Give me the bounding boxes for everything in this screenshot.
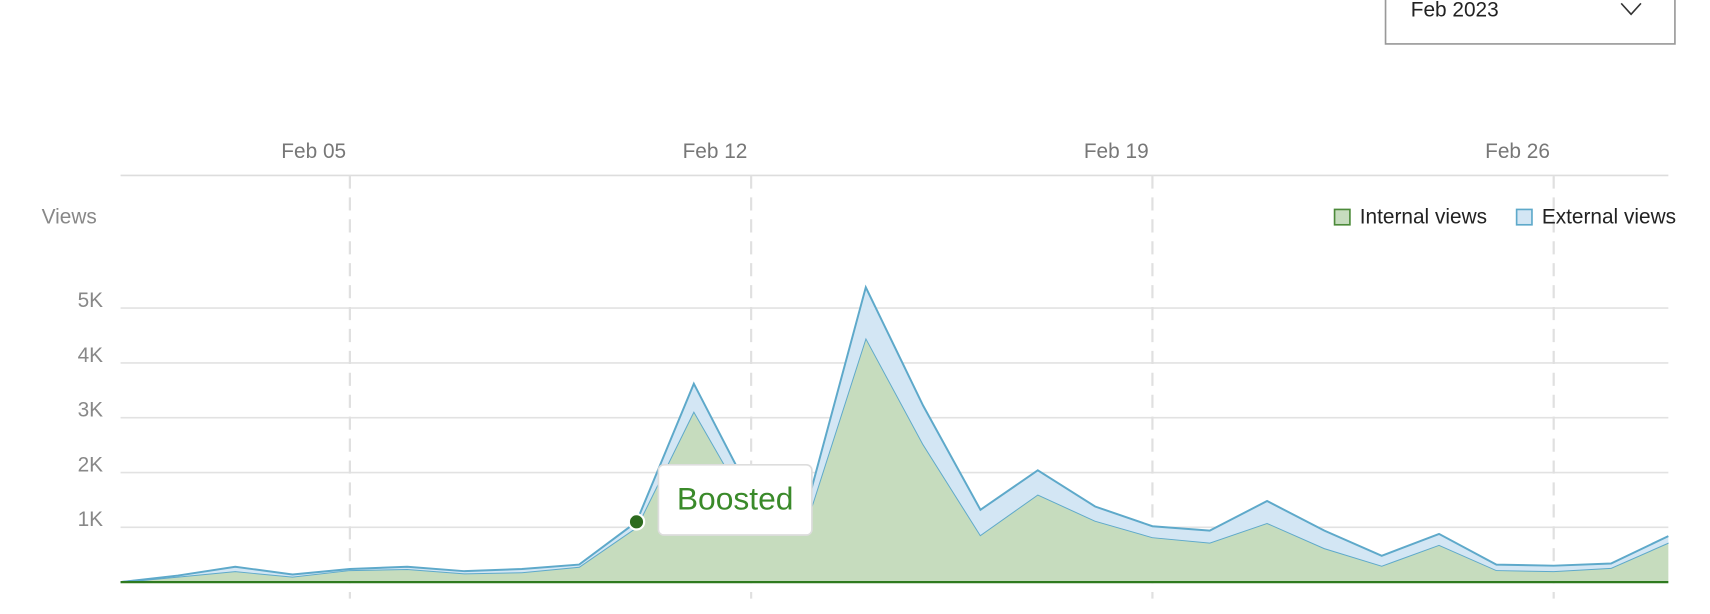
dropdown[interactable]: Feb 2023 — [1384, 0, 1676, 45]
annotation-box — [657, 464, 813, 536]
legend-label: External views — [1542, 206, 1676, 229]
x-tick-label: Feb 19 — [1084, 140, 1149, 163]
y-axis-label: Views — [42, 206, 97, 229]
y-tick-label: 2K — [78, 453, 104, 476]
annotation-label: Boosted — [677, 480, 794, 516]
x-tick-label: Feb 05 — [281, 140, 346, 163]
dropdown-arrow[interactable] — [1620, 2, 1642, 16]
legend-swatch — [1333, 208, 1351, 226]
annotation-dot — [627, 513, 646, 531]
area — [120, 337, 1669, 583]
y-tick-label: 1K — [78, 508, 104, 531]
y-tick-label: 4K — [78, 344, 104, 367]
x-tick-label: Feb 12 — [683, 140, 748, 163]
legend-swatch — [1515, 208, 1533, 226]
dropdown-box[interactable] — [1384, 0, 1676, 45]
y-tick-label: 5K — [78, 289, 104, 312]
legend-label: Internal views — [1360, 206, 1487, 229]
x-tick-label: Feb 26 — [1485, 140, 1550, 163]
y-tick-label: 3K — [78, 399, 104, 422]
area-line — [120, 284, 1669, 584]
dropdown-label[interactable]: Feb 2023 — [1411, 0, 1499, 22]
